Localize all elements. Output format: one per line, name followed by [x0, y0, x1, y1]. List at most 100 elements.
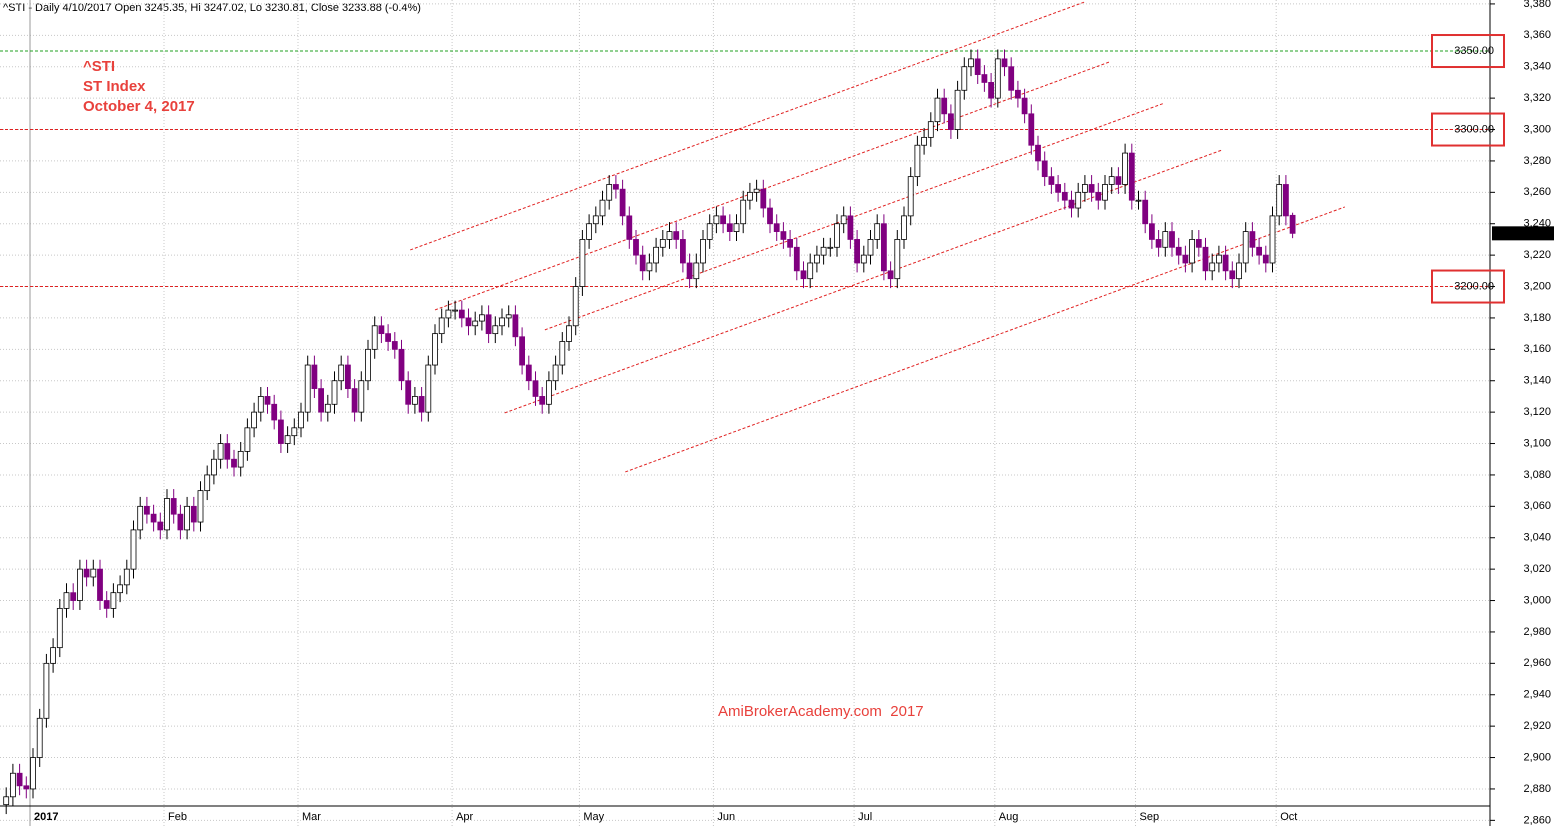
candle-body [257, 396, 264, 413]
candle-body [43, 662, 50, 719]
candle-body [478, 314, 485, 322]
candle-body [1122, 152, 1128, 185]
candle-body [157, 521, 164, 531]
candle-body [291, 427, 298, 437]
candle-body [197, 490, 204, 523]
candle-body [271, 403, 278, 421]
candle-body [525, 364, 532, 382]
candle-body [907, 176, 914, 217]
y-tick-label: 3,020 [1523, 563, 1551, 575]
candle-body [371, 325, 378, 350]
x-tick-label: Jun [717, 811, 735, 823]
y-tick-label: 2,940 [1523, 689, 1551, 701]
y-tick-label: 3,280 [1523, 155, 1551, 167]
candle-body [1289, 214, 1296, 234]
candle-body [934, 97, 941, 123]
y-tick-label: 3,040 [1523, 532, 1551, 544]
y-tick-label: 3,260 [1523, 186, 1551, 198]
candle-body [3, 796, 10, 806]
last-price-box [1492, 226, 1554, 241]
candle-body [700, 239, 706, 264]
candle-body [16, 772, 23, 787]
annotation: October 4, 2017 [83, 98, 195, 115]
y-tick-label: 3,340 [1523, 61, 1551, 73]
candle-body [619, 188, 626, 217]
y-tick-label: 3,380 [1523, 0, 1551, 10]
candle-body [733, 223, 740, 232]
candle-body [706, 223, 713, 240]
candle-body [1088, 184, 1095, 193]
candle-body [190, 505, 197, 523]
x-tick-label: Aug [999, 811, 1019, 823]
candle-body [452, 309, 459, 312]
candle-body [881, 223, 887, 272]
candle-body [284, 435, 291, 444]
candle-body [1229, 270, 1236, 280]
candle-body [1276, 184, 1283, 217]
candle-body [264, 396, 271, 405]
candle-body [927, 121, 934, 138]
candle-body [860, 254, 867, 264]
candle-body [867, 239, 874, 256]
candle-body [385, 333, 392, 342]
candle-body [1108, 176, 1115, 185]
y-tick-label: 3,200 [1523, 280, 1551, 292]
y-tick-label: 2,980 [1523, 626, 1551, 638]
candle-body [599, 199, 606, 217]
candle-body [1249, 231, 1256, 248]
candle-body [659, 239, 666, 248]
y-tick-label: 2,920 [1523, 720, 1551, 732]
candle-body [981, 74, 988, 83]
candle-body [793, 246, 800, 272]
candle-body [901, 215, 907, 240]
candle-body [894, 239, 901, 280]
candle-body [887, 270, 894, 280]
x-tick-label: Feb [168, 811, 187, 823]
candle-body [1189, 239, 1195, 264]
candle-body [358, 380, 365, 413]
candle-body [854, 239, 860, 264]
candle-body [800, 270, 807, 280]
candle-body [398, 348, 405, 382]
candle-body [432, 333, 438, 366]
candle-body [505, 314, 512, 319]
candle-body [1128, 152, 1135, 201]
candle-body [559, 341, 566, 366]
candle-body [1175, 246, 1182, 256]
x-tick-label: Jul [858, 811, 872, 823]
candle-body [492, 325, 499, 335]
candle-body [941, 97, 948, 115]
candle-body [338, 364, 345, 382]
candle-body [231, 458, 237, 468]
level-box [1431, 34, 1505, 69]
candle-body [123, 568, 130, 586]
candle-body [365, 348, 371, 382]
candle-body [653, 246, 659, 264]
candle-body [1262, 254, 1269, 264]
candle-body [586, 223, 592, 240]
x-tick-label: 2017 [34, 811, 58, 823]
candle-body [117, 584, 123, 594]
candle-body [720, 215, 726, 225]
candle-body [1182, 254, 1189, 264]
candle-body [1075, 191, 1082, 209]
candle-body [90, 568, 97, 578]
candle-body [592, 215, 599, 225]
candle-body [974, 58, 981, 75]
candle-body [1149, 223, 1155, 240]
candle-body [405, 380, 412, 405]
trend-line [410, 1, 1086, 251]
candle-body [9, 772, 16, 798]
candle-body [1021, 97, 1028, 115]
candle-body [572, 286, 579, 327]
candle-body [1061, 191, 1068, 201]
candle-body [673, 231, 680, 240]
candle-body [77, 568, 83, 601]
candle-body [713, 215, 720, 225]
candle-body [666, 231, 673, 240]
y-tick-label: 3,320 [1523, 92, 1551, 104]
candle-body [994, 58, 1001, 99]
x-tick-label: Apr [456, 811, 473, 823]
